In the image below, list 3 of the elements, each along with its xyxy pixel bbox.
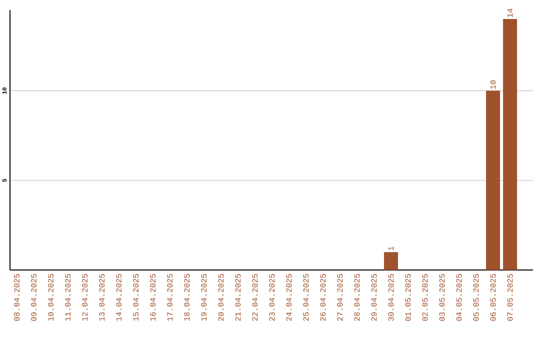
bar xyxy=(486,90,500,270)
bar xyxy=(503,18,518,270)
bar xyxy=(384,252,398,270)
